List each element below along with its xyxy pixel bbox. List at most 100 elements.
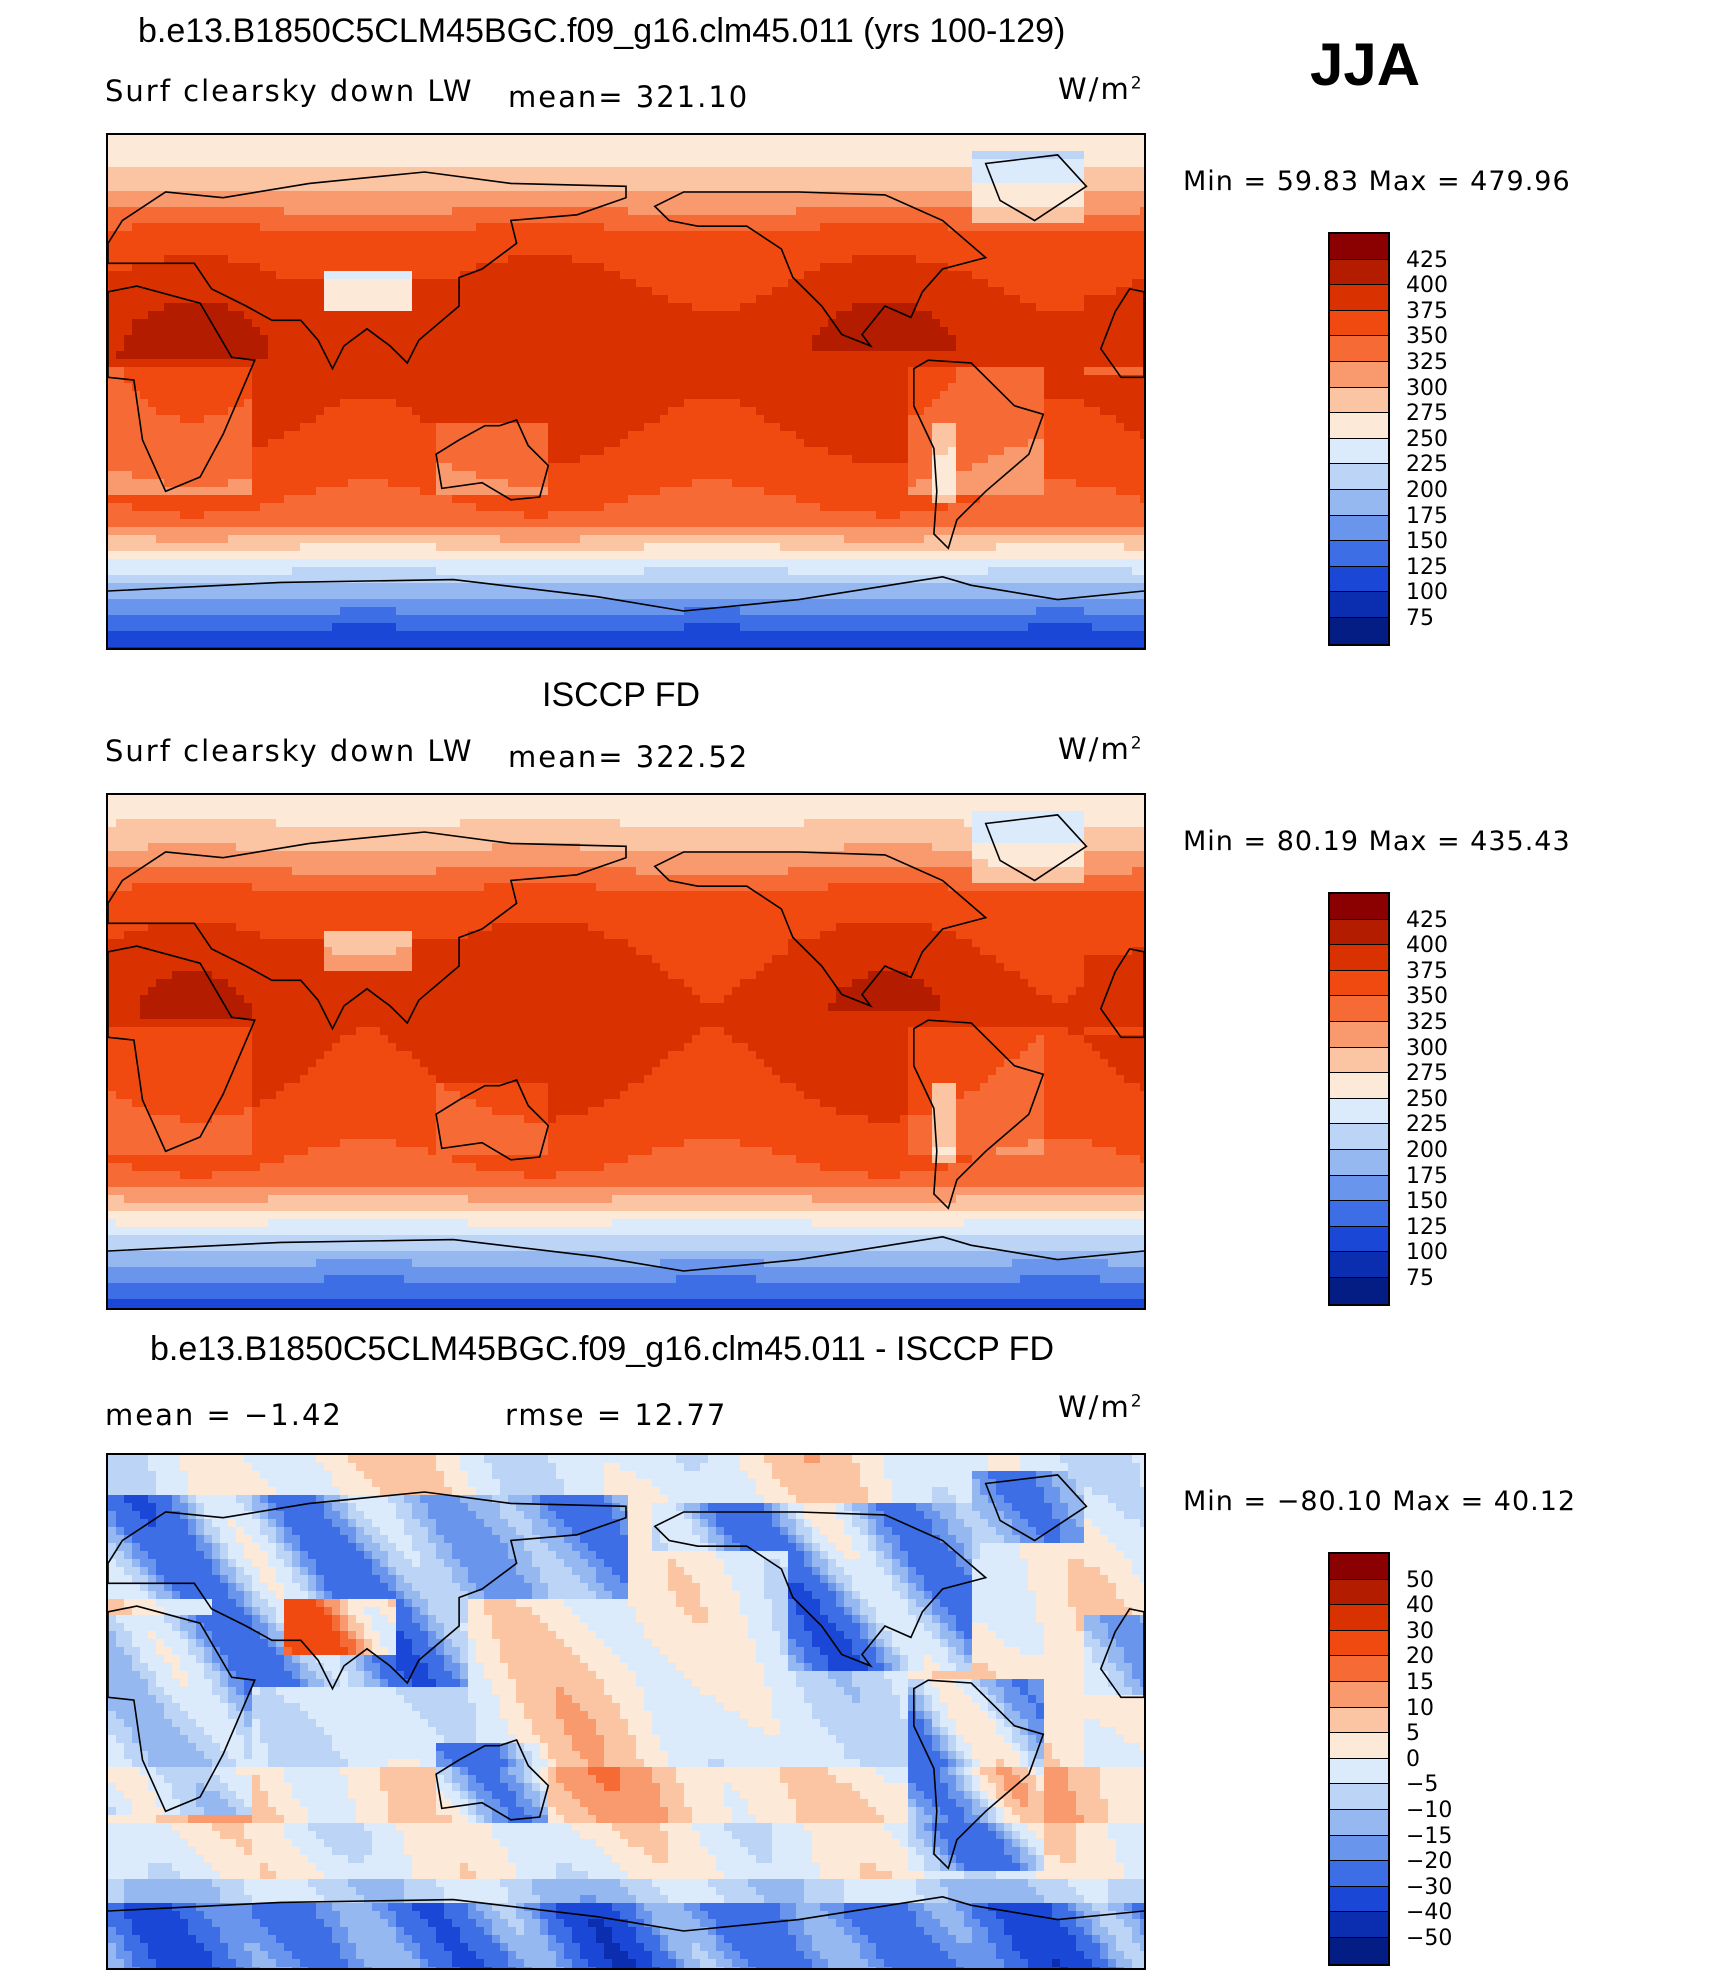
colorbar-swatch — [1330, 1681, 1388, 1708]
colorbar-tick-label: 350 — [1406, 324, 1448, 349]
coastline — [108, 831, 627, 1031]
colorbar-swatch — [1330, 464, 1388, 490]
colorbar-tick-label: 250 — [1406, 427, 1448, 452]
coastline — [108, 1235, 1144, 1272]
colorbar-swatch — [1330, 1656, 1388, 1682]
colorbar-swatch — [1330, 387, 1388, 414]
panel-2-mean: mean= 322.52 — [508, 740, 749, 774]
coastline — [1099, 1608, 1144, 1699]
colorbar-swatch — [1330, 285, 1388, 311]
panel-1-mean: mean= 321.10 — [508, 80, 749, 114]
field-cells — [108, 795, 1144, 1308]
colorbar-tick-label: 100 — [1406, 580, 1448, 605]
colorbar-tick-label: −10 — [1406, 1798, 1452, 1823]
coastline — [108, 575, 1144, 612]
colorbar-tick-label: 0 — [1406, 1747, 1420, 1772]
colorbar-tick-label: −15 — [1406, 1824, 1452, 1849]
colorbar-swatch — [1330, 1021, 1388, 1048]
panel-2-colorbar — [1328, 892, 1390, 1306]
coastline — [435, 419, 550, 501]
colorbar-tick-label: 15 — [1406, 1670, 1434, 1695]
colorbar-tick-label: 150 — [1406, 1189, 1448, 1214]
panel-2-minmax: Min = 80.19 Max = 435.43 — [1183, 826, 1571, 857]
season-label: JJA — [1310, 30, 1420, 99]
coastline — [984, 154, 1088, 222]
colorbar-swatch — [1330, 1886, 1388, 1913]
coastline — [913, 359, 1045, 550]
colorbar-tick-label: 5 — [1406, 1721, 1420, 1746]
colorbar-tick-label: 300 — [1406, 376, 1448, 401]
colorbar-swatch — [1330, 996, 1388, 1022]
colorbar-tick-label: 275 — [1406, 401, 1448, 426]
colorbar-tick-label: 400 — [1406, 933, 1448, 958]
panel-3-rmse: rmse = 12.77 — [505, 1398, 727, 1432]
colorbar-swatch — [1330, 259, 1388, 286]
colorbar-swatch — [1330, 1912, 1388, 1938]
colorbar-swatch — [1330, 234, 1388, 260]
colorbar-tick-label: 375 — [1406, 299, 1448, 324]
panel-1-colorbar — [1328, 232, 1390, 646]
colorbar-swatch — [1330, 1124, 1388, 1150]
colorbar-swatch — [1330, 1809, 1388, 1836]
coastline — [108, 1605, 256, 1813]
colorbar-swatch — [1330, 1554, 1388, 1580]
colorbar-swatch — [1330, 1047, 1388, 1074]
colorbar-tick-label: 20 — [1406, 1644, 1434, 1669]
panel-2-units: W/m2 — [1058, 732, 1144, 766]
coastline — [1099, 288, 1144, 379]
panel-3-title: b.e13.B1850C5CLM45BGC.f09_g16.clm45.011 … — [150, 1330, 1054, 1369]
colorbar-swatch — [1330, 541, 1388, 567]
panel-3-units: W/m2 — [1058, 1390, 1144, 1424]
panel-2-title: ISCCP FD — [542, 676, 700, 715]
colorbar-tick-label: 225 — [1406, 452, 1448, 477]
coastline — [653, 1511, 988, 1668]
colorbar-tick-label: 275 — [1406, 1061, 1448, 1086]
colorbar-swatch — [1330, 1784, 1388, 1810]
colorbar-tick-label: 200 — [1406, 478, 1448, 503]
colorbar-swatch — [1330, 919, 1388, 946]
colorbar-tick-label: −5 — [1406, 1772, 1438, 1797]
panel-1-map — [106, 133, 1146, 650]
colorbar-swatch — [1330, 592, 1388, 618]
colorbar-swatch — [1330, 1758, 1388, 1785]
colorbar-tick-label: 175 — [1406, 1164, 1448, 1189]
colorbar-swatch — [1330, 1098, 1388, 1125]
colorbar-swatch — [1330, 1733, 1388, 1759]
colorbar-tick-label: 375 — [1406, 959, 1448, 984]
colorbar-swatch — [1330, 1226, 1388, 1253]
colorbar-swatch — [1330, 438, 1388, 465]
colorbar-swatch — [1330, 310, 1388, 337]
colorbar-swatch — [1330, 1175, 1388, 1202]
colorbar-swatch — [1330, 1252, 1388, 1278]
panel-3-map — [106, 1453, 1146, 1970]
colorbar-tick-label: 125 — [1406, 555, 1448, 580]
panel-3-colorbar — [1328, 1552, 1390, 1966]
colorbar-tick-label: 350 — [1406, 984, 1448, 1009]
coastline — [913, 1679, 1045, 1870]
coastline — [435, 1079, 550, 1161]
colorbar-tick-label: 75 — [1406, 1266, 1434, 1291]
colorbar-tick-label: 325 — [1406, 350, 1448, 375]
colorbar-tick-label: 400 — [1406, 273, 1448, 298]
colorbar-tick-label: −30 — [1406, 1875, 1452, 1900]
colorbar-swatch — [1330, 489, 1388, 516]
colorbar-swatch — [1330, 945, 1388, 971]
colorbar-swatch — [1330, 970, 1388, 997]
colorbar-tick-label: 40 — [1406, 1593, 1434, 1618]
field-cells — [108, 1455, 1144, 1968]
colorbar-tick-label: 100 — [1406, 1240, 1448, 1265]
colorbar-swatch — [1330, 1937, 1388, 1964]
colorbar-tick-label: 50 — [1406, 1568, 1434, 1593]
coastline — [108, 285, 256, 493]
colorbar-swatch — [1330, 1073, 1388, 1099]
coastline — [108, 1895, 1144, 1932]
colorbar-tick-label: −50 — [1406, 1926, 1452, 1951]
colorbar-swatch — [1330, 1630, 1388, 1657]
panel-2-variable: Surf clearsky down LW — [105, 734, 474, 768]
colorbar-swatch — [1330, 617, 1388, 644]
colorbar-swatch — [1330, 1707, 1388, 1734]
colorbar-tick-label: 30 — [1406, 1619, 1434, 1644]
colorbar-tick-label: 425 — [1406, 908, 1448, 933]
colorbar-swatch — [1330, 515, 1388, 542]
colorbar-tick-label: 200 — [1406, 1138, 1448, 1163]
